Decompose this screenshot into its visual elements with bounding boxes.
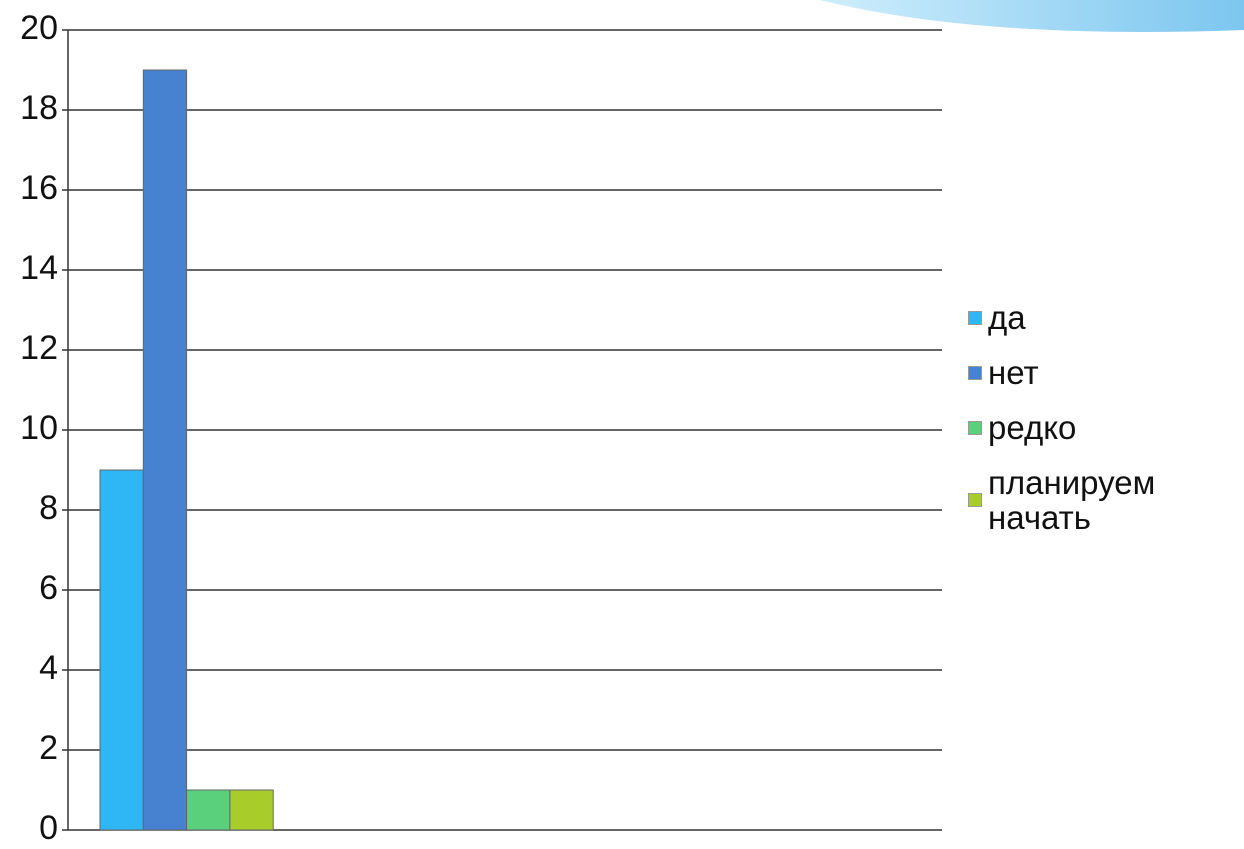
- y-tick-label: 12: [20, 329, 58, 367]
- legend-swatch: [968, 421, 982, 435]
- decoration: [820, 0, 1244, 32]
- page: {"chart_data":{"type":"bar","categories"…: [0, 0, 1244, 849]
- legend: да нет редко планируем начать: [968, 300, 1238, 555]
- y-tick-label: 6: [39, 569, 58, 607]
- y-tick-label: 20: [20, 9, 58, 47]
- y-tick-label: 0: [39, 809, 58, 847]
- y-tick-label: 10: [20, 409, 58, 447]
- legend-item: да: [968, 300, 1238, 335]
- legend-item: редко: [968, 410, 1238, 445]
- legend-swatch: [968, 493, 982, 507]
- legend-label: да: [988, 300, 1228, 335]
- bar: [143, 70, 186, 830]
- legend-label: планируем начать: [988, 465, 1228, 535]
- y-tick-label: 4: [39, 649, 58, 687]
- legend-label: редко: [988, 410, 1228, 445]
- y-tick-label: 18: [20, 89, 58, 127]
- legend-swatch: [968, 311, 982, 325]
- y-tick-label: 8: [39, 489, 58, 527]
- legend-item: планируем начать: [968, 465, 1238, 535]
- bar: [100, 470, 143, 830]
- y-tick-label: 16: [20, 169, 58, 207]
- legend-item: нет: [968, 355, 1238, 390]
- bar: [230, 790, 273, 830]
- bar: [187, 790, 230, 830]
- y-tick-label: 14: [20, 249, 58, 287]
- legend-swatch: [968, 366, 982, 380]
- y-tick-label: 2: [39, 729, 58, 767]
- legend-label: нет: [988, 355, 1228, 390]
